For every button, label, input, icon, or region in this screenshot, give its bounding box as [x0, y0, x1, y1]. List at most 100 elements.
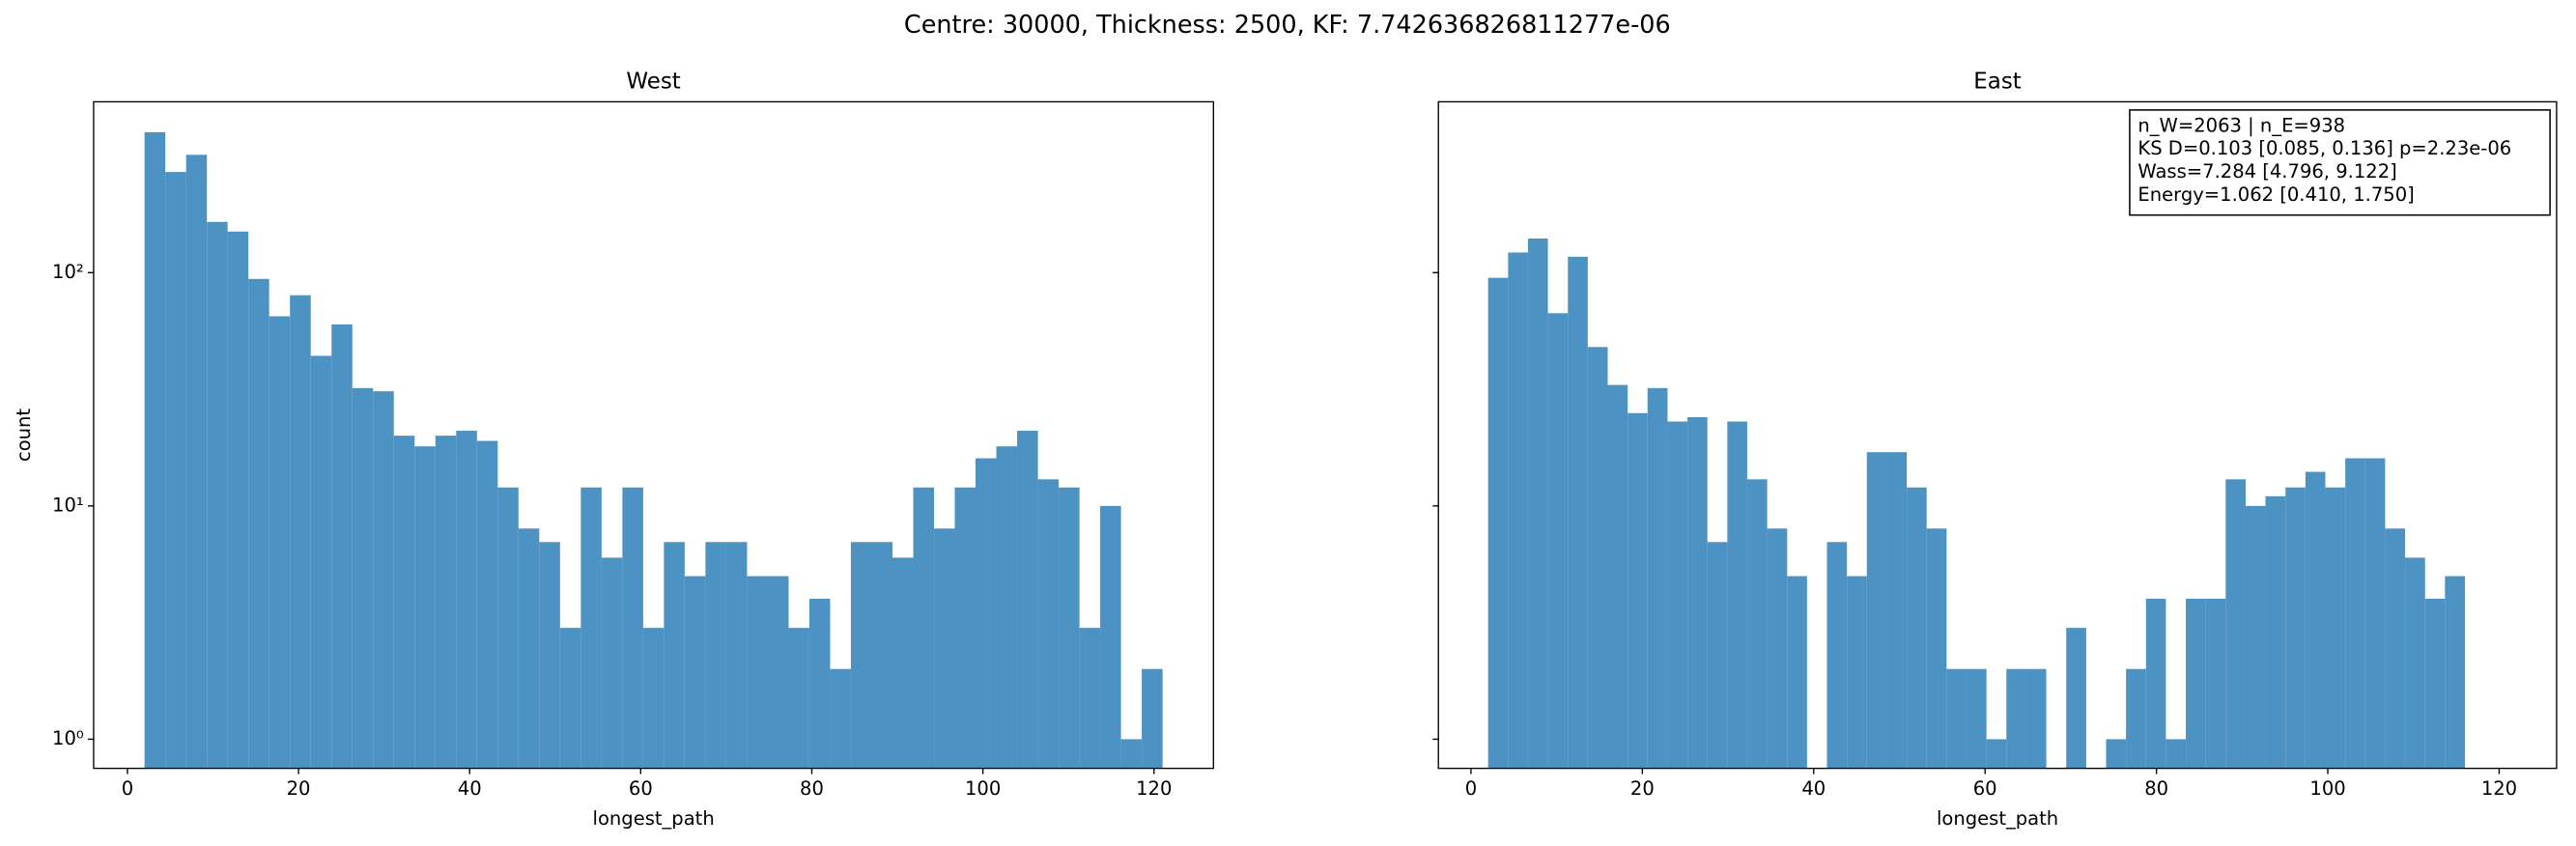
bar	[1826, 542, 1848, 769]
bar	[497, 487, 519, 769]
bar	[2205, 598, 2226, 769]
bar	[185, 155, 208, 769]
bar	[2025, 668, 2047, 769]
bar	[1886, 452, 1908, 769]
bar	[476, 440, 498, 769]
bar	[1100, 505, 1121, 769]
bar	[871, 542, 893, 769]
x-tick-label: 40	[458, 777, 482, 800]
bar	[1847, 576, 1867, 769]
x-tick-label: 120	[1136, 777, 1172, 800]
annotation-line: n_W=2063 | n_E=938	[2137, 114, 2345, 136]
bar	[2126, 668, 2146, 769]
annotation-line: Wass=7.284 [4.796, 9.122]	[2137, 160, 2396, 183]
x-tick-label: 0	[122, 777, 133, 800]
bar	[2166, 739, 2187, 769]
bar	[934, 528, 955, 769]
x-axis-label: longest_path	[1937, 807, 2058, 830]
x-tick-label: 0	[1465, 777, 1477, 800]
bar	[144, 131, 166, 769]
axes-frame	[93, 100, 1215, 770]
bar	[664, 542, 685, 769]
bar	[767, 576, 789, 769]
bar	[539, 542, 560, 769]
bar	[1607, 384, 1628, 769]
bar	[2424, 598, 2446, 769]
bar	[2385, 528, 2406, 769]
x-tick-label: 20	[1630, 777, 1655, 800]
figure-title: Centre: 30000, Thickness: 2500, KF: 7.74…	[904, 11, 1671, 40]
bar	[1628, 412, 1648, 769]
bar	[1647, 387, 1668, 769]
x-tick-label: 20	[287, 777, 311, 800]
bar	[227, 231, 249, 769]
x-tick-label: 60	[1973, 777, 1997, 800]
bar	[642, 628, 665, 769]
y-tick-label: 10²	[52, 261, 84, 283]
bar	[1142, 668, 1163, 769]
bar	[1568, 256, 1588, 769]
bar	[435, 436, 457, 769]
bar	[2405, 557, 2425, 769]
bar	[518, 528, 540, 769]
bar	[2145, 598, 2166, 769]
bar	[1667, 421, 1688, 769]
bar	[913, 487, 935, 769]
bar	[269, 316, 291, 769]
bar	[1866, 452, 1887, 769]
x-tick-label: 120	[2481, 777, 2517, 800]
bar	[892, 557, 914, 769]
bar	[725, 542, 748, 769]
bar	[788, 628, 809, 769]
bar	[830, 668, 851, 769]
bar	[290, 295, 311, 769]
annotation-line: KS D=0.103 [0.085, 0.136] p=2.23e-06	[2137, 137, 2511, 159]
bar	[2445, 576, 2465, 769]
bar	[976, 458, 997, 769]
x-tick-label: 100	[965, 777, 1001, 800]
bar	[954, 487, 977, 769]
x-tick-label: 60	[629, 777, 653, 800]
bar	[165, 172, 186, 769]
bar	[1527, 239, 1548, 769]
bar	[808, 598, 831, 769]
y-tick-label: 10¹	[52, 494, 84, 516]
bar	[310, 355, 332, 769]
bar	[1967, 668, 1987, 769]
bar	[996, 446, 1018, 769]
bar	[2325, 487, 2346, 769]
bar	[1707, 542, 1728, 769]
bar	[1487, 277, 1509, 769]
bar	[2345, 458, 2365, 769]
bar	[2265, 495, 2286, 769]
bar	[1787, 576, 1807, 769]
bar	[1746, 479, 1768, 769]
x-tick-label: 40	[1801, 777, 1826, 800]
axes-title: East	[1973, 69, 2021, 94]
axes-title: West	[626, 69, 680, 94]
bar	[1986, 739, 2007, 769]
axes-frame	[1437, 100, 2558, 770]
bar	[352, 387, 374, 769]
x-tick-label: 100	[2309, 777, 2345, 800]
bar	[331, 324, 353, 769]
bar	[1059, 487, 1080, 769]
bar	[1017, 431, 1038, 769]
bar	[207, 221, 228, 769]
bar	[2066, 628, 2086, 769]
bar	[1120, 739, 1143, 769]
bar	[2305, 471, 2326, 769]
bar	[1508, 252, 1528, 769]
bar	[456, 431, 477, 769]
bar	[601, 557, 623, 769]
bar	[2225, 479, 2246, 769]
bar	[747, 576, 768, 769]
bar	[1687, 417, 1708, 769]
bar	[1946, 668, 1967, 769]
bar	[1926, 528, 1947, 769]
bar	[373, 391, 394, 769]
annotation-box	[2129, 109, 2551, 216]
bar	[705, 542, 726, 769]
